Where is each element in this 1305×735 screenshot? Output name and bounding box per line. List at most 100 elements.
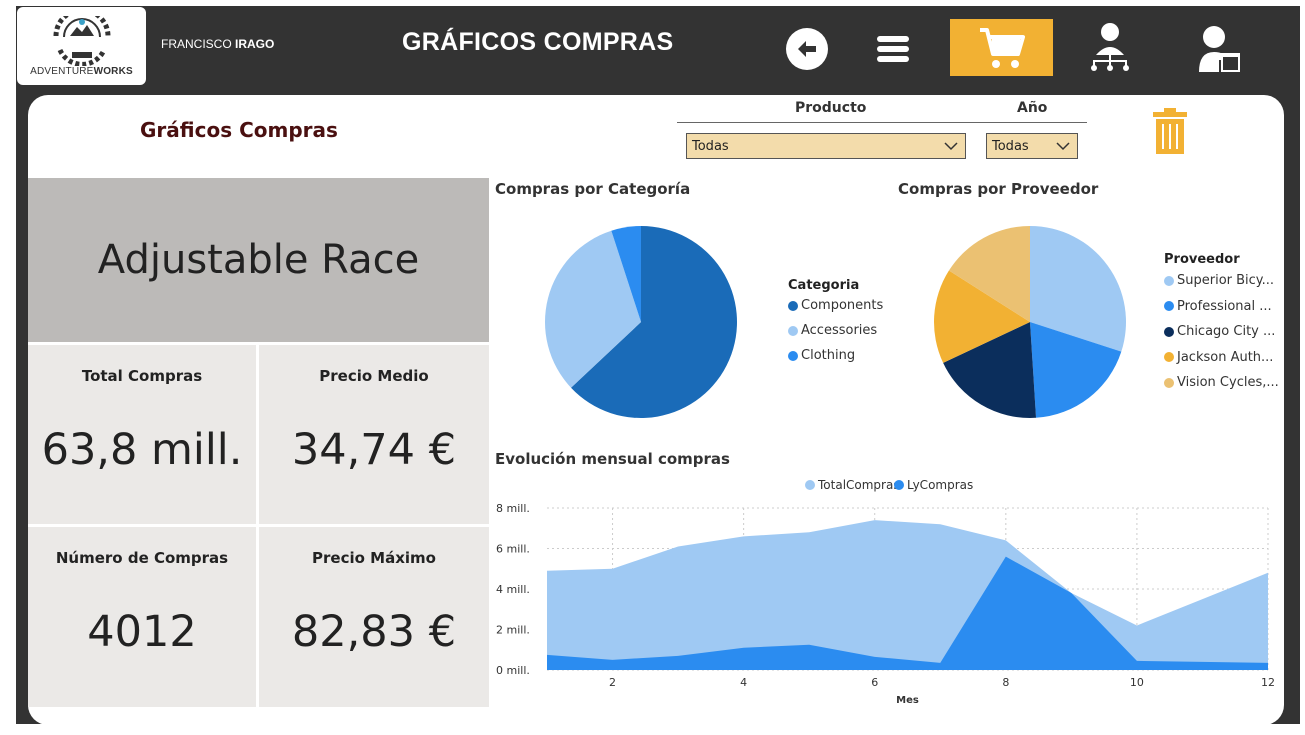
anio-dropdown-value: Todas: [992, 138, 1029, 154]
pie-slice[interactable]: [943, 322, 1037, 418]
legend-label: Superior Bicy...: [1177, 273, 1275, 288]
product-name: Adjustable Race: [97, 237, 420, 283]
legend-label: Chicago City ...: [1177, 324, 1276, 339]
legend-dot: [788, 350, 798, 361]
kpi-label: Número de Compras: [55, 549, 229, 567]
producto-dropdown[interactable]: Todas: [686, 133, 966, 159]
page-title: GRÁFICOS COMPRAS: [402, 28, 674, 56]
y-tick-label: 2 mill.: [496, 624, 530, 637]
kpi-value: 4012: [87, 607, 197, 657]
kpi-numero-compras: Número de Compras 4012: [28, 527, 256, 707]
kpi-label: Total Compras: [81, 367, 203, 385]
legend-item[interactable]: Clothing: [788, 348, 855, 363]
logo-text: ADVENTUREWORKS: [30, 65, 133, 77]
legend-label: Vision Cycles,...: [1177, 375, 1279, 390]
legend-dot: [788, 300, 798, 311]
legend-item[interactable]: LyCompras: [894, 478, 973, 492]
chart-title-evolucion: Evolución mensual compras: [495, 450, 730, 468]
kpi-label: Precio Medio: [319, 367, 429, 385]
y-tick-label: 4 mill.: [496, 583, 530, 596]
legend-title-categoria: Categoria: [788, 278, 860, 293]
pie-slice[interactable]: [545, 230, 641, 388]
x-tick-label: 4: [740, 676, 747, 689]
pie-slice[interactable]: [571, 226, 737, 418]
legend-dot: [1164, 275, 1174, 286]
legend-dot: [1164, 352, 1174, 362]
pie-chart-categoria: [545, 226, 737, 418]
x-tick-label: 12: [1261, 676, 1275, 689]
anio-dropdown[interactable]: Todas: [986, 133, 1078, 159]
legend-item[interactable]: Jackson Auth...: [1164, 350, 1273, 365]
adventureworks-logo: ADVENTUREWORKS: [17, 7, 146, 85]
legend-item[interactable]: Components: [788, 298, 883, 313]
kpi-value: 82,83 €: [291, 607, 457, 657]
legend-dot: [788, 325, 798, 336]
pie-slice[interactable]: [611, 226, 641, 322]
y-tick-label: 0 mill.: [496, 664, 530, 677]
legend-dot: [805, 480, 815, 490]
report-title: Gráficos Compras: [140, 118, 338, 142]
producto-slicer-label: Producto: [795, 100, 867, 116]
chevron-down-icon: [944, 142, 958, 151]
kpi-precio-maximo: Precio Máximo 82,83 €: [259, 527, 489, 707]
y-tick-label: 8 mill.: [496, 502, 530, 515]
area-chart-evolucion: 0 mill. 2 mill. 4 mill. 6 mill. 8 mill. 2 4 6 8 1…: [496, 502, 1275, 706]
legend-dot: [1164, 301, 1174, 311]
chevron-down-icon: [1056, 142, 1070, 151]
x-axis-label: Mes: [896, 695, 919, 706]
back-button[interactable]: [785, 27, 829, 71]
kpi-value: 63,8 mill.: [41, 425, 243, 475]
pie-slice[interactable]: [1030, 226, 1126, 352]
kpi-total-compras: Total Compras 63,8 mill.: [28, 345, 256, 524]
organization-button[interactable]: [1084, 20, 1136, 74]
clear-filters-button[interactable]: [1153, 108, 1187, 160]
cart-button[interactable]: [950, 19, 1053, 76]
legend-item[interactable]: Professional ...: [1164, 299, 1272, 314]
x-tick-label: 10: [1130, 676, 1144, 689]
legend-dot: [1164, 326, 1174, 337]
legend-item[interactable]: TotalCompras: [805, 478, 900, 492]
x-tick-label: 2: [609, 676, 616, 689]
legend-label: Professional ...: [1177, 298, 1272, 314]
legend-item[interactable]: Accessories: [788, 323, 877, 338]
gear-logo-icon: [53, 15, 110, 66]
legend-label: Accessories: [801, 323, 878, 338]
user-button[interactable]: [1196, 24, 1244, 74]
chart-title-categoria: Compras por Categoría: [495, 180, 691, 198]
pie-slice[interactable]: [1030, 322, 1122, 418]
back-icon: [786, 28, 828, 70]
area-series-TotalCompras[interactable]: [547, 520, 1268, 670]
y-tick-label: 6 mill.: [496, 543, 530, 556]
x-tick-label: 8: [1002, 676, 1009, 689]
anio-slicer-label: Año: [1017, 100, 1048, 116]
legend-label: LyCompras: [907, 478, 974, 492]
kpi-precio-medio: Precio Medio 34,74 €: [259, 345, 489, 524]
legend-item[interactable]: Chicago City ...: [1164, 324, 1275, 339]
kpi-value: 34,74 €: [291, 425, 457, 475]
product-card: Adjustable Race: [28, 178, 489, 342]
legend-label: Jackson Auth...: [1177, 349, 1274, 365]
pie-chart-proveedor: [934, 226, 1126, 418]
menu-button[interactable]: [874, 30, 912, 66]
legend-dot: [1164, 377, 1174, 388]
cart-icon: [979, 27, 1025, 68]
legend-item[interactable]: Vision Cycles,...: [1164, 375, 1279, 390]
legend-item[interactable]: Superior Bicy...: [1164, 273, 1274, 288]
legend-label: Clothing: [801, 348, 856, 363]
legend-title-proveedor: Proveedor: [1164, 252, 1240, 267]
org-chart-icon: [1091, 23, 1129, 71]
legend-label: TotalCompras: [818, 478, 900, 492]
area-series-LyCompras[interactable]: [547, 556, 1268, 670]
kpi-label: Precio Máximo: [312, 549, 436, 567]
x-tick-label: 6: [871, 676, 878, 689]
producto-dropdown-value: Todas: [692, 138, 729, 154]
pie-slice[interactable]: [934, 270, 1030, 363]
user-name: FRANCISCO IRAGO: [161, 37, 275, 51]
menu-icon: [877, 36, 909, 62]
legend-dot: [894, 480, 904, 490]
trash-icon: [1153, 108, 1187, 154]
pie-slice[interactable]: [948, 226, 1030, 322]
user-icon: [1199, 26, 1240, 72]
legend-label: Components: [801, 298, 884, 313]
chart-title-proveedor: Compras por Proveedor: [898, 180, 1099, 198]
